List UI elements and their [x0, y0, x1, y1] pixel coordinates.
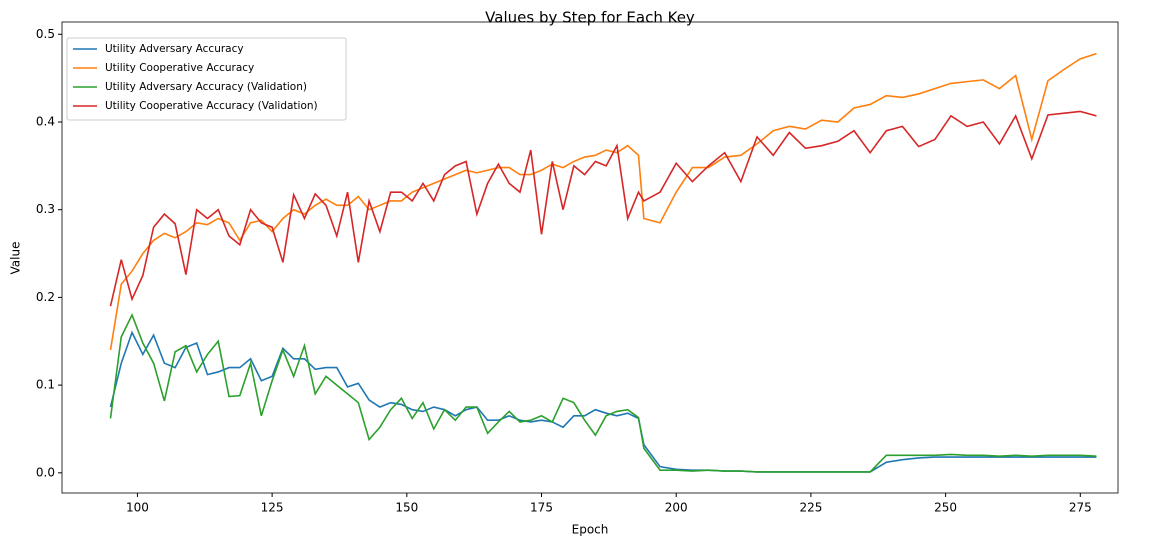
x-tick-label: 200: [665, 501, 688, 515]
x-tick-label: 250: [934, 501, 957, 515]
y-tick-label: 0.1: [36, 378, 55, 392]
x-tick-label: 150: [395, 501, 418, 515]
x-tick-label: 275: [1069, 501, 1092, 515]
legend-text: Utility Adversary Accuracy (Validation): [105, 81, 307, 93]
legend-text: Utility Cooperative Accuracy (Validation…: [105, 100, 318, 112]
x-tick-label: 100: [126, 501, 149, 515]
y-axis-label: Value: [9, 242, 23, 275]
legend-box: [66, 37, 347, 121]
chart-title: Values by Step for Each Key: [485, 9, 695, 27]
series-line: [109, 110, 1097, 307]
y-tick-label: 0.2: [36, 290, 55, 304]
y-tick-label: 0.5: [36, 27, 55, 41]
plot-frame: [61, 21, 1119, 494]
series-line: [109, 52, 1097, 351]
series-line: [109, 330, 1097, 473]
x-axis-label: Epoch: [572, 523, 609, 537]
x-tick-label: 125: [261, 501, 284, 515]
x-tick-label: 225: [799, 501, 822, 515]
y-tick-label: 0.4: [36, 114, 55, 128]
x-tick-label: 175: [530, 501, 553, 515]
legend-text: Utility Cooperative Accuracy: [105, 62, 254, 74]
legend-text: Utility Adversary Accuracy: [105, 43, 244, 55]
y-tick-label: 0.0: [36, 465, 55, 479]
y-tick-label: 0.3: [36, 202, 55, 216]
series-line: [109, 312, 1097, 473]
